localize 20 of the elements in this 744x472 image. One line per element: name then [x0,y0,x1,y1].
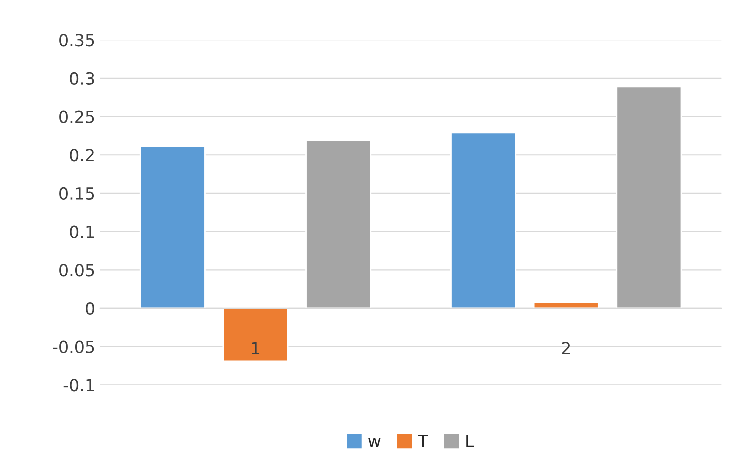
x-tick-label: 2 [562,342,570,354]
bar [616,86,682,310]
bar [140,146,206,310]
y-tick-label: 0.05 [60,264,94,277]
bar [306,140,372,310]
legend-label: L [466,435,474,448]
y-tick-label: 0 [86,302,94,316]
bar [222,308,289,362]
y-tick-label: -0.05 [53,340,94,354]
y-tick-label: 0.25 [60,110,94,124]
bar [450,132,517,310]
x-tick-label: 1 [252,342,260,354]
y-tick-label: 0.15 [60,187,94,200]
legend-label: w [368,438,381,448]
y-tick-label: -0.1 [64,379,94,392]
legend-label: T [418,435,428,448]
y-tick-label: 0.2 [70,149,94,162]
y-tick-label: 0.3 [70,72,94,86]
y-tick-label: 0.1 [70,226,94,238]
y-tick-label: 0.35 [60,34,94,47]
